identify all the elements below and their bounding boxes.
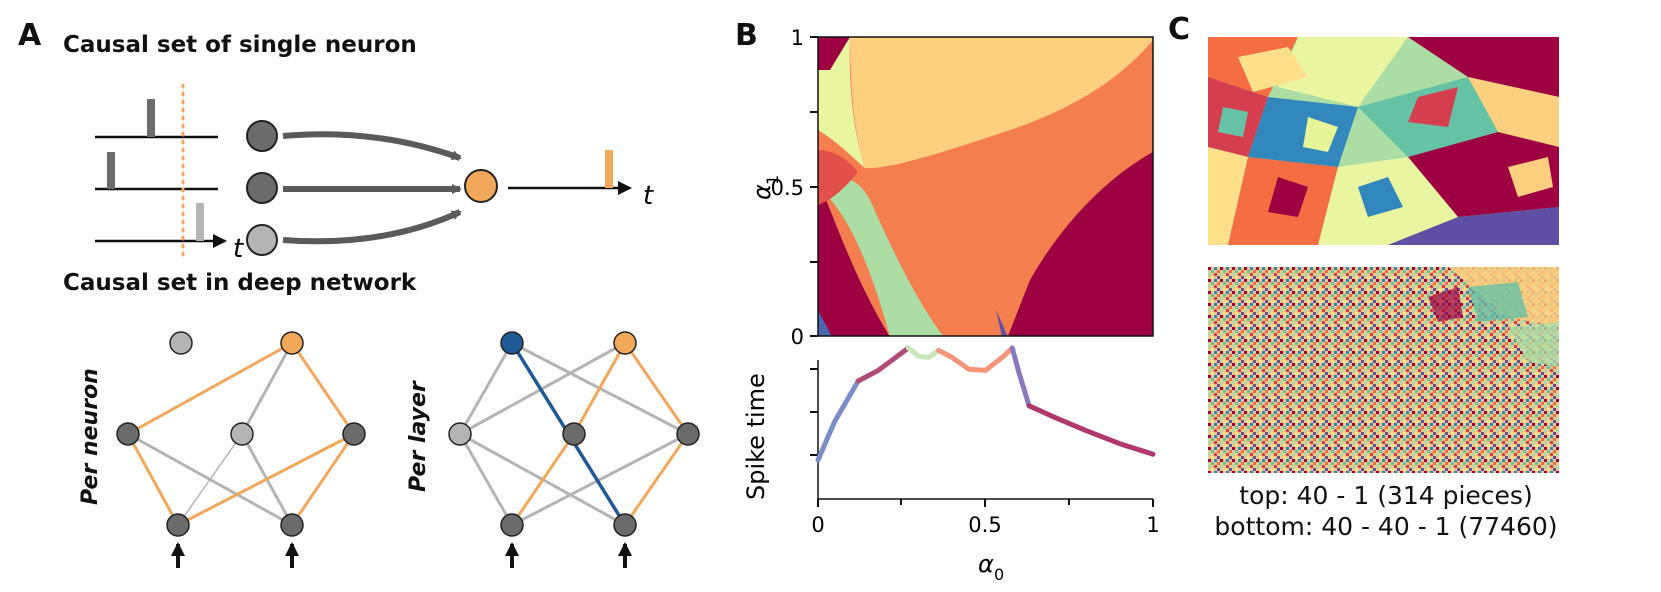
xtick-label: 1 [1146,513,1159,537]
region-crimson-left [818,180,890,336]
edge [127,341,293,436]
edge [458,433,514,526]
curve-segment-4 [1009,345,1032,409]
edge [458,342,514,435]
svg-text:0: 0 [994,565,1004,584]
edge [623,433,690,526]
top-plot-yticks [810,36,818,337]
bottom-plot-xlabel: α 0 [978,550,1004,584]
time-axis-label-1: t [233,234,244,264]
ytick-label: 0.5 [771,176,804,200]
network-node [613,513,637,537]
output-spike [605,150,613,188]
edge [126,433,180,526]
curve-segment-5 [1026,403,1156,457]
ytick-label: 0 [791,325,804,349]
panel-c-letter: C [1168,12,1191,47]
edge [290,433,356,526]
per-layer-label: Per layer [406,381,431,492]
curve-segment-0 [815,378,861,463]
curve-segment-2 [905,345,942,360]
network-node [169,331,193,355]
panel-b-figure: 1 0.5 0 α 1 0 0.5 1 α 0 Spike time [742,26,1160,584]
svg-text:1: 1 [763,175,782,185]
region-light-orange [850,37,1153,169]
per-neuron-label: Per neuron [78,368,103,505]
edge [177,433,243,526]
edge [510,433,576,526]
edge [572,342,627,435]
curve-segment-3 [936,345,1015,373]
network-node [500,331,524,355]
bottom-plot-axes [810,360,1154,507]
region-green [818,177,944,336]
spike-time-curve [815,345,1156,463]
connection-arrow-3 [282,209,462,245]
region-red [818,150,858,205]
network-node [613,331,637,355]
edge [459,341,626,436]
network-node [166,513,190,537]
xtick-label: 0.5 [968,513,1001,537]
edge [240,342,294,435]
edge [177,432,355,527]
input-neuron-3 [246,224,278,256]
network-node [562,422,586,446]
panel-a-diagram: t t [95,83,700,568]
network-node [230,422,254,446]
edge [623,342,690,435]
caption-bottom: bottom: 40 - 40 - 1 (77460) [1214,512,1558,541]
network-node [342,422,366,446]
caption-top: top: 40 - 1 (314 pieces) [1239,481,1533,510]
edge [511,432,689,527]
curve-segment-1 [855,345,911,384]
spike-train-1 [95,99,218,139]
region-map [818,37,1153,336]
linear-regions-bottom [1208,267,1559,473]
ytick-label: 1 [791,26,804,50]
region-blue [818,310,832,336]
network-node [676,422,700,446]
per-neuron-network [116,331,366,568]
network-node [280,513,304,537]
svg-text:α: α [748,184,776,200]
connection-arrow-1 [282,131,462,161]
input-neuron-2 [246,172,278,204]
time-axis-label-2: t [643,181,654,211]
panel-c-caption: top: 40 - 1 (314 pieces) bottom: 40 - 40… [1196,480,1576,542]
linear-regions-top [1208,37,1559,245]
per-layer-network [448,331,700,568]
network-node [280,331,304,355]
spike-train-2 [95,152,218,191]
network-node [448,422,472,446]
network-node [116,422,140,446]
spike-train-3 [95,203,227,248]
edge [290,342,356,435]
xtick-label: 0 [811,513,824,537]
input-neuron-1 [246,120,278,152]
bottom-plot-ylabel: Spike time [742,373,770,500]
network-node [500,513,524,537]
single-neuron-title: Causal set of single neuron [63,32,417,58]
panel-a-letter: A [18,18,42,53]
deep-network-title: Causal set in deep network [63,270,417,296]
svg-text:α: α [978,550,994,578]
panel-b-letter: B [735,18,758,53]
output-neuron [464,169,498,203]
region-crimson-top [818,37,850,70]
top-plot-ylabel: α 1 [748,175,782,200]
